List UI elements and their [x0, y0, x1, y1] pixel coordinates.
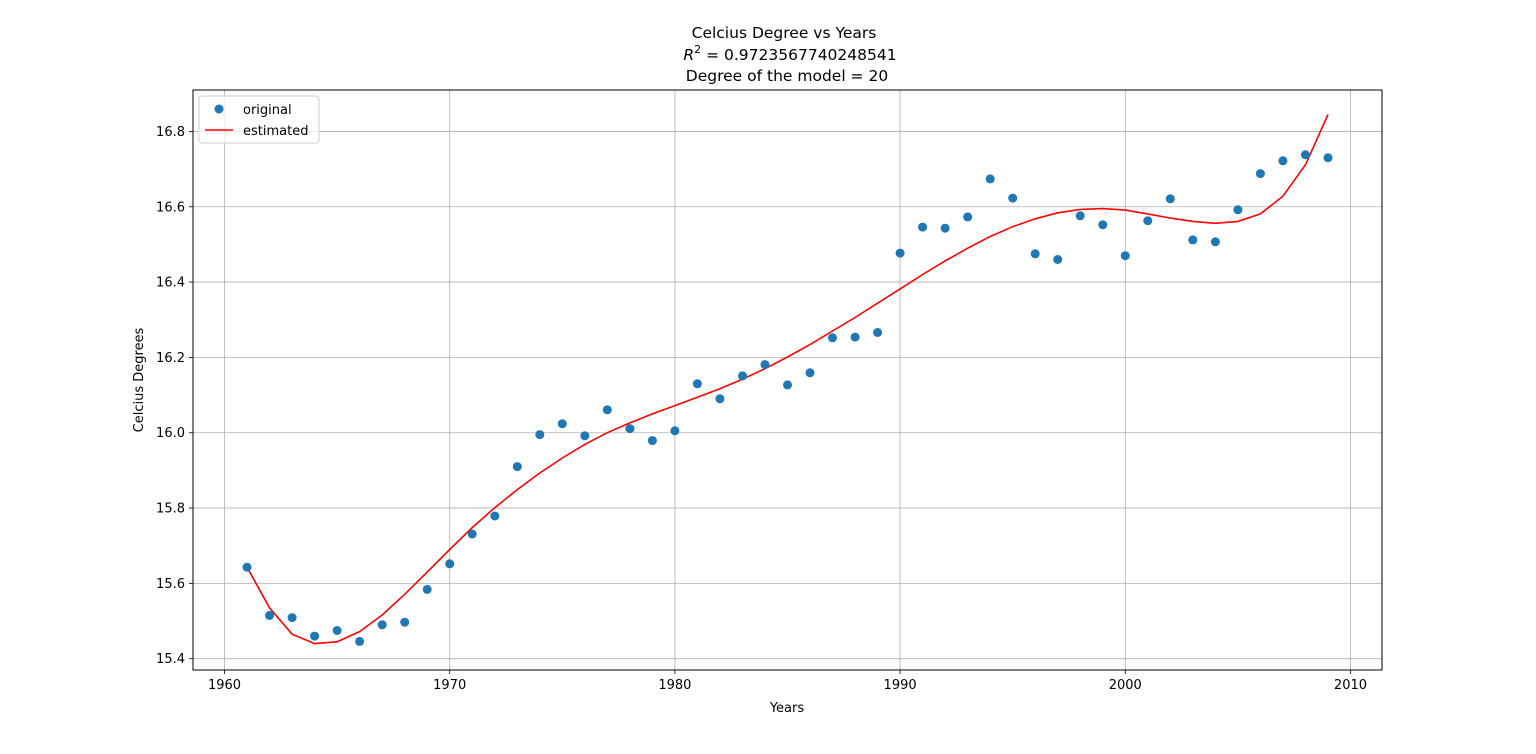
original-data-point [760, 360, 770, 370]
original-series-layer [242, 150, 1333, 646]
original-data-point [310, 631, 320, 641]
plot-area-frame [192, 89, 1383, 671]
original-data-point [715, 394, 725, 404]
legend-box [198, 95, 320, 144]
original-data-point [242, 562, 252, 572]
x-tick-label: 2000 [1109, 678, 1142, 693]
legend-label-estimated: estimated [243, 124, 308, 139]
r-squared-value: = 0.9723567740248541 [701, 46, 896, 64]
chart-title-line-2: R2 = 0.9723567740248541 [683, 43, 896, 64]
y-tick-label: 15.8 [156, 502, 185, 517]
original-data-point [670, 426, 680, 436]
original-data-point [805, 368, 815, 378]
original-data-point [1233, 205, 1243, 215]
original-data-point [963, 212, 973, 222]
original-data-point [512, 462, 522, 472]
r-squared-symbol: R [683, 46, 694, 64]
original-data-point [1075, 211, 1085, 221]
original-data-point [783, 380, 792, 390]
x-tick-label: 2010 [1334, 678, 1367, 693]
original-data-point [1255, 169, 1265, 179]
x-tick-label: 1970 [433, 678, 466, 693]
x-tick-label: 1980 [658, 678, 691, 693]
original-data-point [1098, 220, 1108, 230]
y-tick-label: 16.0 [156, 426, 185, 441]
original-data-point [895, 248, 905, 258]
y-axis-label: Celcius Degrees [132, 327, 147, 432]
original-data-point [1143, 216, 1153, 226]
original-data-point [1210, 237, 1220, 247]
original-data-point [602, 405, 612, 415]
original-data-point [625, 424, 635, 434]
y-tick-label: 16.8 [156, 125, 185, 140]
y-tick-label: 16.4 [156, 276, 185, 291]
original-data-point [1188, 235, 1198, 245]
original-data-point [647, 436, 657, 446]
axis-ticks: 1960 1970 1980 1990 2000 2010 15.4 15.6 15.8 16.0… [156, 125, 1367, 693]
original-data-point [1030, 249, 1040, 259]
estimated-series-layer [246, 114, 1329, 645]
estimated-line [246, 114, 1329, 645]
original-data-point [1323, 153, 1333, 163]
r-squared-exponent: 2 [694, 43, 701, 56]
original-data-point [557, 419, 567, 429]
original-data-point [985, 174, 995, 184]
original-data-point [355, 636, 365, 646]
original-data-point [873, 328, 883, 337]
y-tick-label: 15.4 [156, 652, 185, 667]
original-data-point [467, 529, 477, 539]
original-data-point [738, 371, 747, 381]
original-data-point [1120, 251, 1130, 261]
original-data-point [400, 617, 410, 627]
legend-marker-original [214, 104, 224, 114]
chart-title-line-1: Celcius Degree vs Years [692, 24, 877, 42]
original-data-point [1300, 150, 1310, 160]
original-data-point [692, 379, 702, 389]
chart-title-line-3: Degree of the model = 20 [686, 67, 888, 85]
grid-lines [193, 90, 1382, 670]
original-data-point [377, 620, 387, 630]
original-data-point [580, 431, 590, 441]
original-data-point [287, 613, 297, 623]
x-tick-label: 1960 [208, 678, 241, 693]
original-data-point [1008, 193, 1018, 203]
legend-label-original: original [243, 103, 292, 118]
y-tick-label: 16.6 [156, 200, 185, 215]
original-data-point [1053, 255, 1063, 264]
x-tick-label: 1990 [884, 678, 917, 693]
original-data-point [332, 626, 342, 635]
original-data-point [850, 332, 860, 342]
original-data-point [535, 430, 545, 440]
y-tick-label: 16.2 [156, 351, 185, 366]
original-data-point [918, 222, 928, 232]
x-axis-label: Years [769, 701, 805, 716]
y-tick-label: 15.6 [156, 577, 185, 592]
original-data-point [1278, 156, 1288, 166]
original-data-point [422, 584, 432, 594]
original-data-point [1165, 194, 1175, 204]
original-data-point [490, 511, 500, 521]
original-data-point [940, 223, 950, 233]
original-data-point [445, 559, 455, 569]
original-data-point [828, 333, 837, 343]
original-data-point [265, 610, 275, 620]
legend: original estimated [198, 95, 320, 144]
